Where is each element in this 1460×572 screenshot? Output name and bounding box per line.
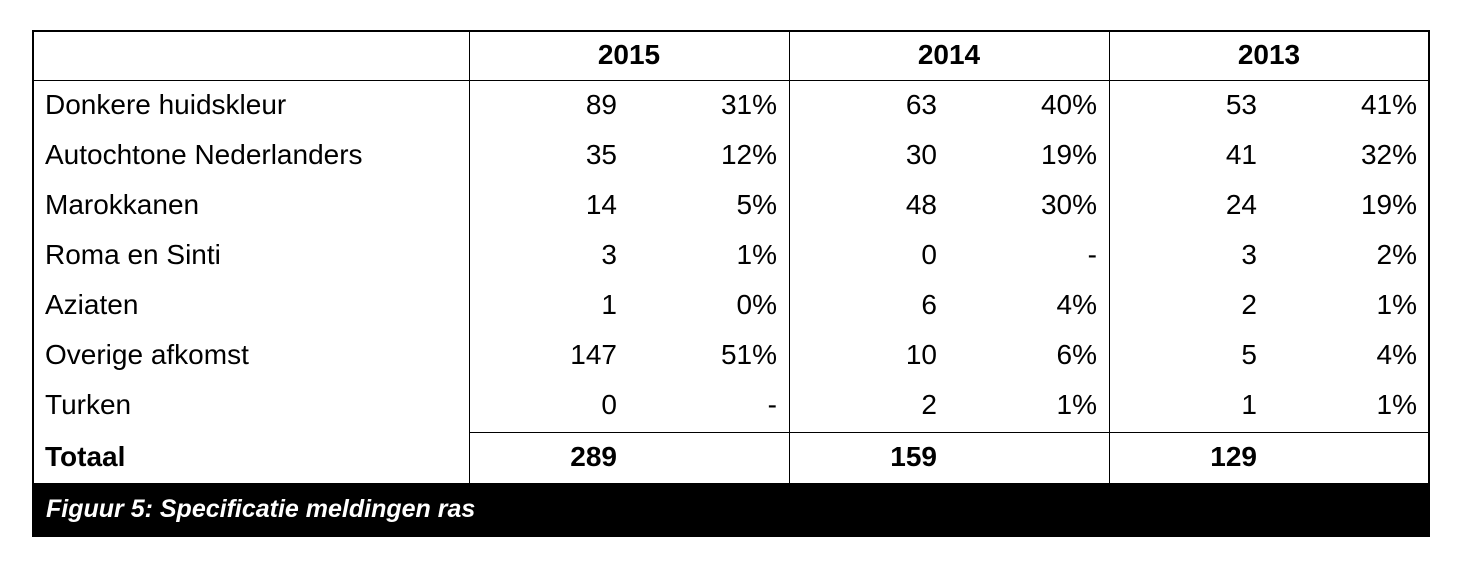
count-cell: 2 xyxy=(921,389,937,420)
row-label: Aziaten xyxy=(45,289,139,320)
count-cell: 48 xyxy=(905,189,937,220)
percent-cell: 1% xyxy=(736,239,777,270)
caption: Figuur 5: Specificatie meldingen ras xyxy=(46,495,476,523)
percent-cell: 4% xyxy=(1376,339,1417,370)
count-cell: 3 xyxy=(1241,239,1257,270)
count-cell: 35 xyxy=(585,139,617,170)
count-cell: 147 xyxy=(570,339,617,370)
total-count: 129 xyxy=(1210,441,1257,472)
caption-bar: Figuur 5: Specificatie meldingen ras xyxy=(32,483,1430,535)
table-frame xyxy=(32,30,1430,537)
percent-cell: 4% xyxy=(1056,289,1097,320)
count-cell: 63 xyxy=(905,89,937,120)
count-cell: 5 xyxy=(1241,339,1257,370)
row-label: Turken xyxy=(45,389,132,420)
percent-cell: - xyxy=(767,389,777,420)
row-label: Autochtone Nederlanders xyxy=(45,139,363,170)
percent-cell: 0% xyxy=(736,289,777,320)
header-rule xyxy=(32,80,1428,81)
percent-cell: 2% xyxy=(1376,239,1417,270)
count-cell: 41 xyxy=(1225,139,1257,170)
count-cell: 24 xyxy=(1225,189,1257,220)
total-count: 289 xyxy=(570,441,617,472)
row-label: Roma en Sinti xyxy=(45,239,221,270)
count-cell: 53 xyxy=(1225,89,1257,120)
column-rule xyxy=(789,30,790,483)
year-header: 2015 xyxy=(597,39,661,70)
percent-cell: 19% xyxy=(1040,139,1097,170)
count-cell: 10 xyxy=(905,339,937,370)
count-cell: 89 xyxy=(585,89,617,120)
total-label: Totaal xyxy=(45,441,126,472)
percent-cell: 51% xyxy=(720,339,777,370)
percent-cell: 19% xyxy=(1360,189,1417,220)
percent-cell: 6% xyxy=(1056,339,1097,370)
percent-cell: - xyxy=(1087,239,1097,270)
count-cell: 1 xyxy=(601,289,617,320)
column-rule xyxy=(469,30,470,483)
count-cell: 1 xyxy=(1241,389,1257,420)
count-cell: 6 xyxy=(921,289,937,320)
percent-cell: 30% xyxy=(1040,189,1097,220)
column-rule xyxy=(1109,30,1110,483)
total-rule xyxy=(469,432,1428,433)
percent-cell: 1% xyxy=(1056,389,1097,420)
percent-cell: 40% xyxy=(1040,89,1097,120)
row-label: Donkere huidskleur xyxy=(45,89,287,120)
year-header: 2013 xyxy=(1237,39,1301,70)
percent-cell: 1% xyxy=(1376,289,1417,320)
percent-cell: 12% xyxy=(720,139,777,170)
percent-cell: 41% xyxy=(1360,89,1417,120)
count-cell: 30 xyxy=(905,139,937,170)
percent-cell: 32% xyxy=(1360,139,1417,170)
percent-cell: 5% xyxy=(736,189,777,220)
row-label: Marokkanen xyxy=(45,189,200,220)
total-count: 159 xyxy=(890,441,937,472)
row-label: Overige afkomst xyxy=(45,339,249,370)
count-cell: 0 xyxy=(921,239,937,270)
percent-cell: 1% xyxy=(1376,389,1417,420)
count-cell: 2 xyxy=(1241,289,1257,320)
count-cell: 14 xyxy=(585,189,617,220)
count-cell: 0 xyxy=(601,389,617,420)
year-header: 2014 xyxy=(917,39,981,70)
percent-cell: 31% xyxy=(720,89,777,120)
count-cell: 3 xyxy=(601,239,617,270)
